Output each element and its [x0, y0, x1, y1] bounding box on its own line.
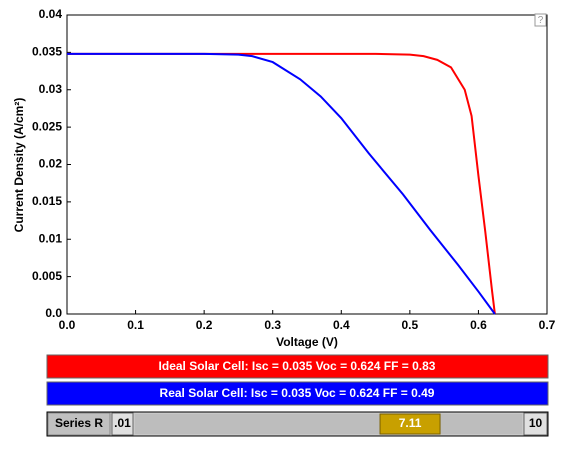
x-tick-label: 0.0 — [59, 318, 76, 332]
x-tick-label: 0.4 — [333, 318, 350, 332]
y-tick-label: 0.03 — [39, 82, 63, 96]
y-tick-label: 0.04 — [39, 7, 63, 21]
plot-frame — [66, 14, 548, 315]
y-tick-label: 0.01 — [39, 231, 63, 245]
x-tick-label: 0.6 — [470, 318, 487, 332]
x-tick-label: 0.3 — [264, 318, 281, 332]
slider-min-label: .01 — [114, 416, 131, 430]
x-tick-label: 0.7 — [539, 318, 556, 332]
x-tick-label: 0.5 — [402, 318, 419, 332]
result-text: Ideal Solar Cell: Isc = 0.035 Voc = 0.62… — [159, 359, 436, 373]
x-tick-label: 0.2 — [196, 318, 213, 332]
slider-max-button[interactable] — [523, 412, 548, 436]
result-panel — [46, 381, 549, 406]
slider-label-box — [47, 412, 111, 436]
slider-min-button[interactable] — [111, 412, 134, 436]
y-tick-label: 0.0 — [45, 306, 62, 320]
y-tick-label: 0.02 — [39, 157, 63, 171]
result-text: Real Solar Cell: Isc = 0.035 Voc = 0.624… — [160, 386, 435, 400]
y-axis-label: Current Density (A/cm²) — [12, 98, 26, 233]
slider-value: 7.11 — [399, 416, 422, 430]
result-panel — [46, 354, 549, 379]
x-tick-label: 0.1 — [127, 318, 144, 332]
slider-thumb[interactable] — [379, 413, 441, 435]
y-tick-label: 0.005 — [32, 269, 62, 283]
help-icon[interactable] — [534, 13, 547, 27]
slider-max-label: 10 — [529, 416, 543, 430]
y-tick-label: 0.035 — [32, 45, 62, 59]
y-tick-label: 0.025 — [32, 119, 62, 133]
slider-label: Series R — [55, 416, 103, 430]
slider-track[interactable] — [135, 414, 522, 434]
y-tick-label: 0.015 — [32, 194, 62, 208]
x-axis-label: Voltage (V) — [276, 335, 338, 349]
help-mark: ? — [538, 15, 544, 26]
series-line — [67, 52, 496, 315]
